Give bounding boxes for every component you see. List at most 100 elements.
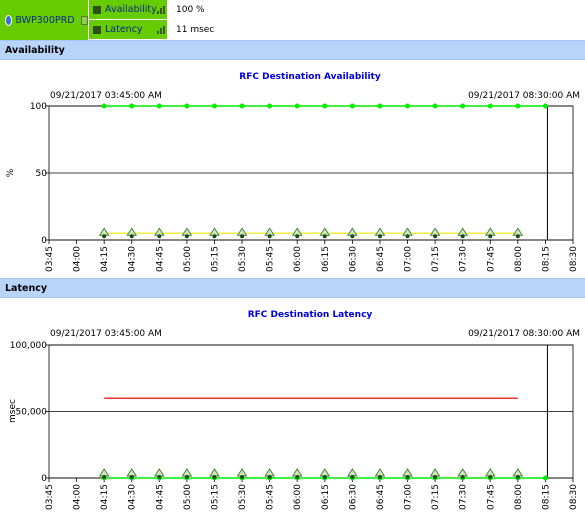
data-point-marker-base: [102, 475, 107, 480]
data-point-marker-base: [212, 475, 217, 480]
y-tick-label: 100: [30, 102, 47, 112]
metric-availability-link[interactable]: Availability: [105, 4, 157, 15]
data-point-marker: [484, 468, 496, 477]
chart-title: RFC Destination Latency: [248, 310, 373, 320]
x-tick-label: 03:45: [45, 484, 55, 510]
bar-chart-icon[interactable]: [157, 5, 167, 14]
data-point-marker: [457, 227, 469, 236]
x-tick-label: 06:00: [293, 484, 303, 510]
system-name-link[interactable]: BWP300PRD: [15, 14, 75, 26]
status-bar: BWP300PRD Availability Latency 100 % 11 …: [0, 0, 585, 40]
data-point: [542, 103, 548, 109]
x-tick-label: 08:30: [569, 246, 579, 272]
x-tick-label: 05:30: [238, 246, 248, 272]
y-tick-label: 0: [41, 236, 47, 246]
data-point-marker-base: [295, 234, 300, 239]
data-point-marker: [153, 227, 165, 236]
y-axis-label: msec: [8, 399, 18, 423]
data-point: [349, 103, 355, 109]
x-tick-label: 06:15: [321, 246, 331, 272]
data-point-marker-base: [129, 234, 134, 239]
data-point: [129, 103, 135, 109]
section-title: Availability: [5, 44, 65, 56]
x-tick-label: 07:00: [404, 484, 414, 510]
data-point-marker: [374, 227, 386, 236]
availability-section-header[interactable]: Availability: [0, 40, 585, 60]
data-point-marker: [153, 468, 165, 477]
data-point-marker: [98, 468, 110, 477]
data-point: [487, 103, 493, 109]
data-point-marker-base: [184, 234, 189, 239]
x-tick-label: 06:45: [376, 484, 386, 510]
y-tick-label: 50: [36, 169, 48, 179]
data-point-marker: [291, 227, 303, 236]
latency-section-header[interactable]: Latency: [0, 278, 585, 298]
x-tick-label: 07:45: [486, 484, 496, 510]
data-point-marker: [347, 227, 358, 236]
data-point: [405, 103, 411, 109]
x-tick-label: 08:30: [569, 484, 579, 510]
x-tick-label: 06:30: [348, 484, 358, 510]
section-title: Latency: [5, 282, 48, 294]
data-point-marker: [402, 227, 413, 236]
x-tick-label: 04:45: [155, 484, 165, 510]
metric-icon: [93, 25, 101, 34]
x-tick-label: 06:30: [348, 246, 358, 272]
end-time-label: 09/21/2017 08:30:00 AM: [468, 329, 580, 339]
x-tick-label: 04:15: [100, 484, 110, 510]
data-point-marker-base: [240, 234, 245, 239]
x-tick-label: 05:15: [210, 484, 220, 510]
data-point-marker: [457, 468, 469, 477]
data-point: [432, 103, 438, 109]
data-point-marker-base: [460, 475, 465, 480]
x-tick-label: 06:15: [321, 484, 331, 510]
x-tick-label: 07:15: [431, 246, 441, 272]
data-point: [211, 103, 217, 109]
metric-latency-link[interactable]: Latency: [105, 24, 143, 35]
data-point-marker: [209, 468, 220, 477]
data-point: [322, 103, 328, 109]
data-point-marker-base: [212, 234, 217, 239]
metric-availability[interactable]: Availability: [89, 0, 167, 19]
data-point: [101, 103, 107, 109]
data-point-marker: [291, 468, 303, 477]
data-point-marker: [181, 468, 193, 477]
data-point-marker-base: [157, 475, 162, 480]
system-cell[interactable]: BWP300PRD: [0, 0, 88, 40]
data-point: [267, 103, 273, 109]
expand-toggle-icon[interactable]: [80, 15, 88, 25]
data-point-marker-base: [377, 475, 382, 480]
x-tick-label: 05:15: [210, 246, 220, 272]
data-point-marker: [374, 468, 386, 477]
x-tick-label: 04:00: [73, 484, 83, 510]
x-tick-label: 07:30: [459, 246, 469, 272]
data-point-marker: [429, 227, 441, 236]
data-point-marker-base: [350, 234, 355, 239]
x-tick-label: 07:00: [404, 246, 414, 272]
data-point-marker-base: [129, 475, 134, 480]
x-tick-label: 05:30: [238, 484, 248, 510]
data-point-marker-base: [488, 475, 493, 480]
data-point-marker-base: [240, 475, 245, 480]
x-tick-label: 04:30: [128, 246, 138, 272]
data-point-marker-base: [267, 234, 272, 239]
x-tick-label: 06:45: [376, 246, 386, 272]
data-point-marker: [126, 468, 138, 477]
x-tick-label: 08:15: [541, 484, 551, 510]
x-tick-label: 08:15: [541, 246, 551, 272]
data-point-marker-base: [515, 475, 520, 480]
data-point: [239, 103, 245, 109]
data-point-marker: [236, 468, 248, 477]
x-tick-label: 05:45: [266, 484, 276, 510]
data-point-marker: [98, 227, 110, 236]
start-time-label: 09/21/2017 03:45:00 AM: [50, 329, 162, 339]
data-point-marker-base: [322, 475, 327, 480]
latency-chart: RFC Destination Latency 09/21/2017 03:45:…: [8, 310, 580, 510]
data-point: [377, 103, 383, 109]
metric-latency-value: 11 msec: [176, 25, 215, 35]
metric-latency[interactable]: Latency: [89, 20, 167, 39]
data-point-marker: [181, 227, 193, 236]
x-tick-label: 05:00: [183, 484, 193, 510]
data-point-marker: [209, 227, 220, 236]
bar-chart-icon[interactable]: [157, 25, 167, 34]
